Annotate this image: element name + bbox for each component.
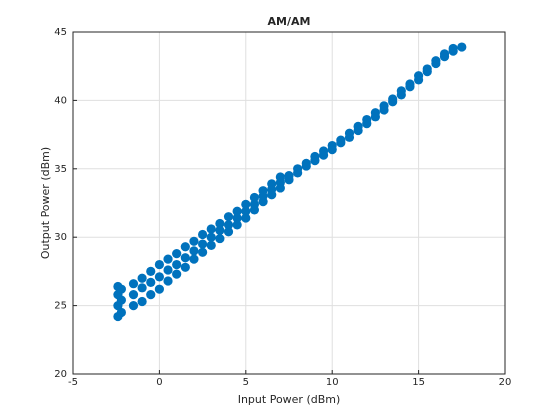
point <box>310 151 320 162</box>
point <box>223 212 234 222</box>
point <box>215 233 225 244</box>
point <box>232 213 242 223</box>
point <box>249 192 260 203</box>
point <box>189 236 199 246</box>
y-tick-label: 20 <box>54 369 67 380</box>
point <box>388 94 398 104</box>
point <box>223 220 234 230</box>
point <box>116 284 126 294</box>
point <box>116 307 126 318</box>
point <box>370 108 380 118</box>
point <box>215 225 225 235</box>
point <box>318 146 329 156</box>
point <box>206 224 216 234</box>
point <box>128 279 139 289</box>
axes-box <box>72 31 506 375</box>
point <box>223 227 234 237</box>
point <box>198 247 208 257</box>
point <box>258 186 268 196</box>
y-tick-label: 30 <box>54 232 67 243</box>
point <box>215 218 225 229</box>
point <box>344 128 355 138</box>
point <box>293 164 303 174</box>
point <box>284 171 294 181</box>
point <box>180 262 190 272</box>
point <box>128 301 139 311</box>
point <box>379 101 389 111</box>
point <box>301 158 311 168</box>
point <box>189 254 199 264</box>
y-axis-label: Output Power (dBm) <box>39 147 52 259</box>
point <box>241 213 251 223</box>
x-tick-label: 0 <box>156 377 162 388</box>
point <box>137 273 147 283</box>
point <box>137 283 147 293</box>
point <box>362 114 372 125</box>
point <box>163 254 173 264</box>
point <box>396 86 406 96</box>
y-tick-label: 35 <box>54 164 67 175</box>
point <box>189 246 199 256</box>
point <box>154 284 164 294</box>
point <box>180 253 190 263</box>
point <box>172 249 182 259</box>
chart-title: AM/AM <box>268 15 311 28</box>
y-tick-label: 40 <box>54 95 67 106</box>
point <box>241 206 251 216</box>
point <box>163 265 173 275</box>
y-tick-label: 25 <box>54 301 67 312</box>
point <box>336 135 346 145</box>
point <box>198 229 208 240</box>
point <box>327 140 337 151</box>
x-tick-label: 10 <box>326 377 339 388</box>
point <box>405 79 415 89</box>
point <box>249 199 260 209</box>
point <box>414 71 424 81</box>
x-tick-label: 15 <box>412 377 425 388</box>
point <box>163 276 173 286</box>
point <box>180 242 190 252</box>
point <box>146 266 156 276</box>
point <box>457 42 467 52</box>
point <box>172 269 182 279</box>
point <box>267 179 277 189</box>
x-axis-label: Input Power (dBm) <box>238 393 341 406</box>
point <box>137 296 147 307</box>
point <box>172 259 182 270</box>
y-tick-label: 45 <box>54 27 67 38</box>
point <box>116 295 126 305</box>
point <box>275 172 285 182</box>
point <box>241 199 251 209</box>
point <box>146 277 156 287</box>
point <box>422 64 432 74</box>
point <box>128 290 139 300</box>
point <box>146 290 156 300</box>
point <box>353 121 363 131</box>
point <box>154 259 164 270</box>
point <box>206 240 216 251</box>
point <box>154 272 164 282</box>
point <box>232 220 242 230</box>
point <box>206 232 216 242</box>
x-tick-label: 5 <box>243 377 249 388</box>
point <box>198 239 208 249</box>
point <box>232 206 242 216</box>
point <box>431 56 441 66</box>
point <box>439 49 450 59</box>
x-tick-label: 20 <box>499 377 512 388</box>
point <box>448 43 458 54</box>
x-tick-label: -5 <box>68 377 78 388</box>
